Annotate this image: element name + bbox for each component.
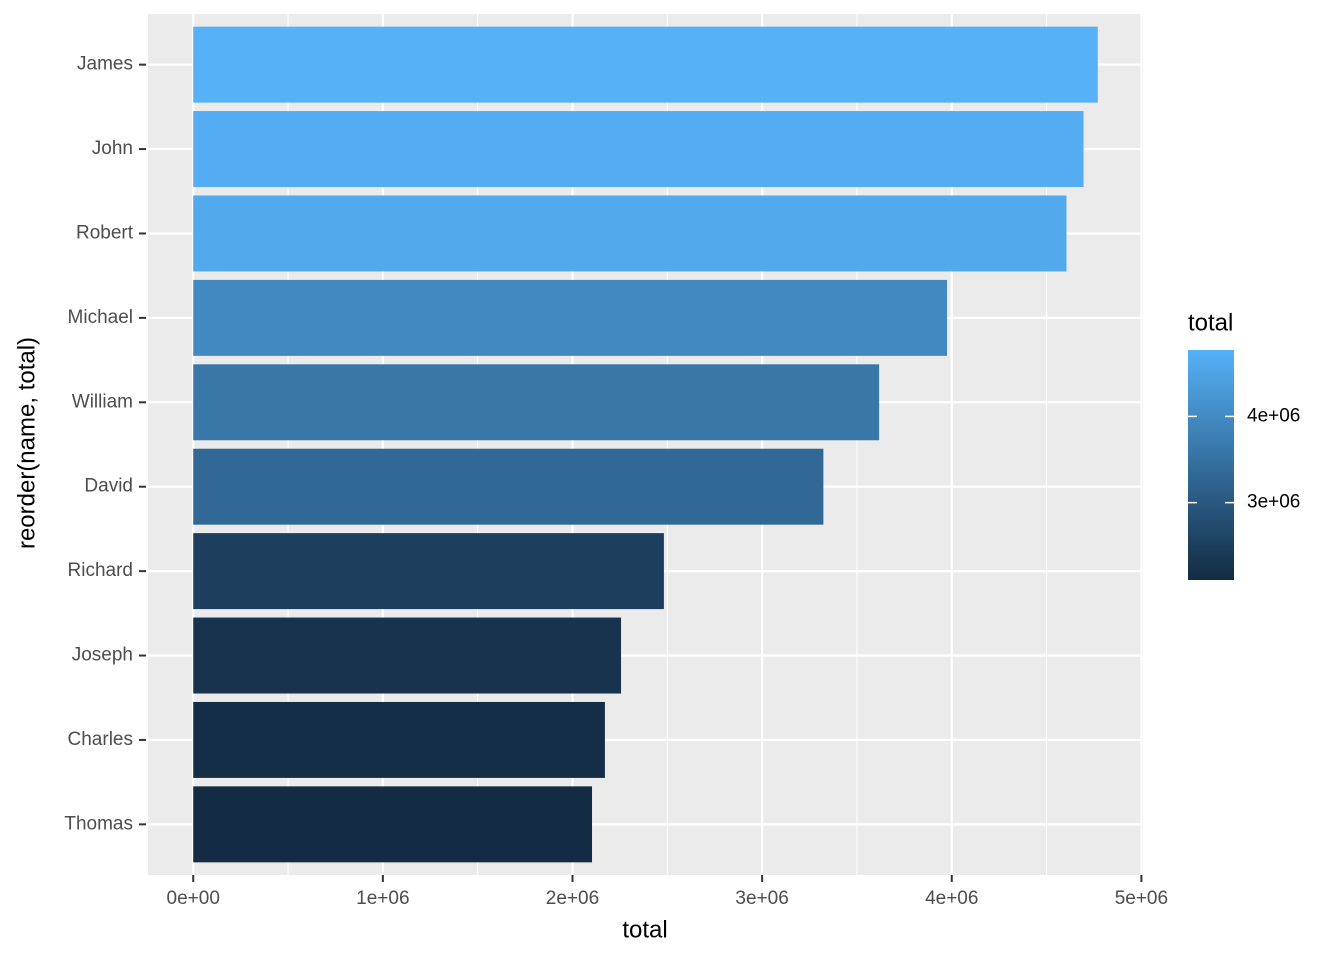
x-tick-label: 1e+06 (356, 888, 409, 909)
y-axis-title: reorder(name, total) (13, 337, 40, 549)
y-tick-label: William (72, 391, 133, 412)
bar (193, 111, 1084, 188)
y-tick-label: Charles (68, 729, 133, 750)
bar (193, 26, 1098, 103)
x-tick-label: 5e+06 (1115, 888, 1168, 909)
bar (193, 279, 948, 356)
bar (193, 448, 824, 525)
bar (193, 701, 605, 778)
y-tick-label: Joseph (72, 645, 133, 666)
bar (193, 533, 664, 610)
y-tick-label: Michael (68, 307, 133, 328)
y-tick-label: Robert (76, 222, 134, 243)
x-tick-label: 3e+06 (735, 888, 788, 909)
x-tick-label: 4e+06 (925, 888, 978, 909)
legend-label: 4e+06 (1247, 405, 1300, 426)
bar (193, 617, 622, 694)
bar (193, 195, 1067, 272)
bar (193, 786, 593, 863)
y-tick-label: Thomas (64, 813, 133, 834)
legend-label: 3e+06 (1247, 492, 1300, 513)
x-tick-label: 0e+00 (167, 888, 220, 909)
colorbar (1188, 350, 1234, 580)
y-tick-label: Richard (68, 560, 133, 581)
y-tick-label: James (77, 54, 133, 75)
y-tick-label: John (92, 138, 133, 159)
bars (193, 26, 1098, 863)
bar (193, 364, 880, 441)
legend-title: total (1188, 309, 1233, 336)
y-tick-label: David (84, 476, 133, 497)
x-tick-label: 2e+06 (546, 888, 599, 909)
x-axis-title: total (622, 916, 667, 943)
